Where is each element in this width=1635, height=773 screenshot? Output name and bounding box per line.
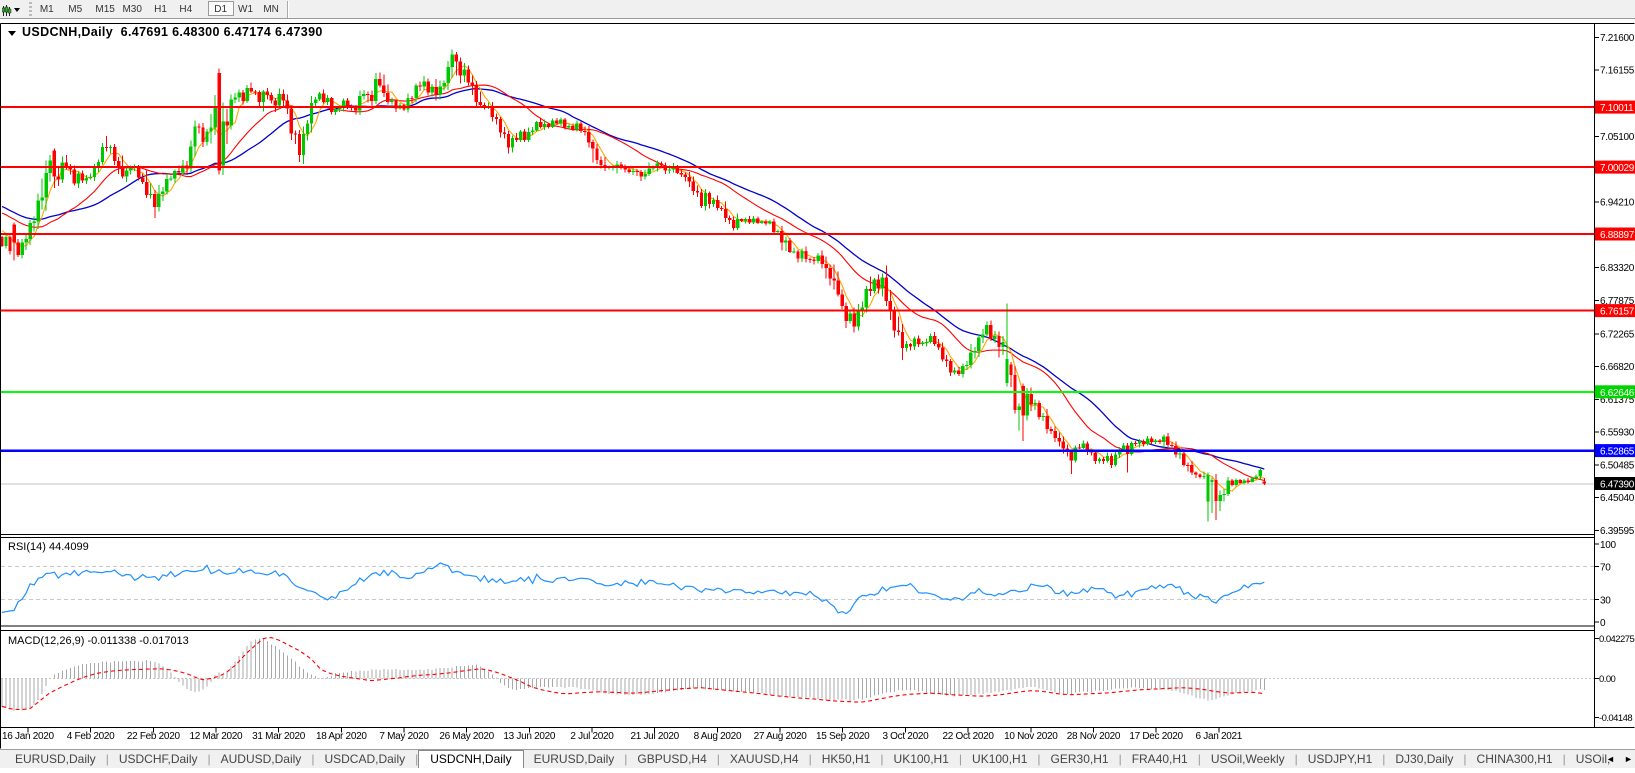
svg-text:6.52865: 6.52865 bbox=[1600, 447, 1635, 458]
svg-text:8 Aug 2020: 8 Aug 2020 bbox=[694, 731, 742, 742]
svg-text:7 May 2020: 7 May 2020 bbox=[379, 731, 429, 742]
svg-text:6.88897: 6.88897 bbox=[1600, 230, 1635, 241]
svg-text:28 Nov 2020: 28 Nov 2020 bbox=[1067, 731, 1121, 742]
svg-text:22 Feb 2020: 22 Feb 2020 bbox=[127, 731, 181, 742]
svg-text:13 Jun 2020: 13 Jun 2020 bbox=[503, 731, 555, 742]
svg-text:7.21600: 7.21600 bbox=[1600, 33, 1635, 44]
svg-text:6.62646: 6.62646 bbox=[1600, 388, 1635, 399]
svg-text:0: 0 bbox=[1600, 618, 1606, 629]
svg-text:6.77875: 6.77875 bbox=[1600, 296, 1635, 307]
svg-text:RSI(14) 44.4099: RSI(14) 44.4099 bbox=[8, 541, 89, 553]
svg-text:12 Mar 2020: 12 Mar 2020 bbox=[189, 731, 243, 742]
svg-text:-0.04148: -0.04148 bbox=[1599, 713, 1632, 724]
svg-text:6.72265: 6.72265 bbox=[1600, 330, 1635, 341]
svg-text:USDCNH,Daily 6.47691 6.48300: USDCNH,Daily 6.47691 6.48300 6.47174 6.4… bbox=[22, 25, 323, 39]
svg-text:2 Jul 2020: 2 Jul 2020 bbox=[570, 731, 614, 742]
svg-text:6.50485: 6.50485 bbox=[1600, 460, 1635, 471]
svg-text:6 Jan 2021: 6 Jan 2021 bbox=[1196, 731, 1243, 742]
svg-text:17 Dec 2020: 17 Dec 2020 bbox=[1129, 731, 1183, 742]
svg-text:0.042275: 0.042275 bbox=[1599, 634, 1634, 645]
svg-text:31 Mar 2020: 31 Mar 2020 bbox=[252, 731, 306, 742]
svg-text:7.10011: 7.10011 bbox=[1600, 103, 1634, 114]
svg-text:27 Aug 2020: 27 Aug 2020 bbox=[754, 731, 808, 742]
svg-text:0.00: 0.00 bbox=[1599, 674, 1616, 685]
svg-text:7.05100: 7.05100 bbox=[1600, 132, 1635, 143]
svg-text:26 May 2020: 26 May 2020 bbox=[439, 731, 494, 742]
svg-text:15 Sep 2020: 15 Sep 2020 bbox=[816, 731, 870, 742]
svg-text:30: 30 bbox=[1600, 596, 1611, 607]
svg-text:MACD(12,26,9) -0.011338 -0.017: MACD(12,26,9) -0.011338 -0.017013 bbox=[8, 635, 189, 647]
svg-text:10 Nov 2020: 10 Nov 2020 bbox=[1004, 731, 1058, 742]
svg-text:100: 100 bbox=[1600, 540, 1617, 551]
svg-text:6.55930: 6.55930 bbox=[1600, 428, 1635, 439]
svg-text:6.66820: 6.66820 bbox=[1600, 362, 1635, 373]
svg-text:6.39595: 6.39595 bbox=[1600, 526, 1635, 537]
svg-text:6.76157: 6.76157 bbox=[1600, 307, 1635, 318]
svg-text:4 Feb 2020: 4 Feb 2020 bbox=[67, 731, 115, 742]
svg-text:6.83320: 6.83320 bbox=[1600, 263, 1635, 274]
svg-text:6.47390: 6.47390 bbox=[1600, 480, 1635, 491]
svg-text:7.16155: 7.16155 bbox=[1600, 66, 1635, 77]
svg-text:22 Oct 2020: 22 Oct 2020 bbox=[943, 731, 995, 742]
svg-text:6.61375: 6.61375 bbox=[1600, 395, 1635, 406]
svg-text:6.94210: 6.94210 bbox=[1600, 198, 1635, 209]
svg-text:6.45040: 6.45040 bbox=[1600, 493, 1635, 504]
svg-text:3 Oct 2020: 3 Oct 2020 bbox=[882, 731, 929, 742]
svg-text:21 Jul 2020: 21 Jul 2020 bbox=[630, 731, 679, 742]
svg-text:18 Apr 2020: 18 Apr 2020 bbox=[316, 731, 367, 742]
svg-text:16 Jan 2020: 16 Jan 2020 bbox=[2, 731, 54, 742]
svg-text:7.00029: 7.00029 bbox=[1600, 163, 1635, 174]
svg-text:70: 70 bbox=[1600, 563, 1611, 574]
